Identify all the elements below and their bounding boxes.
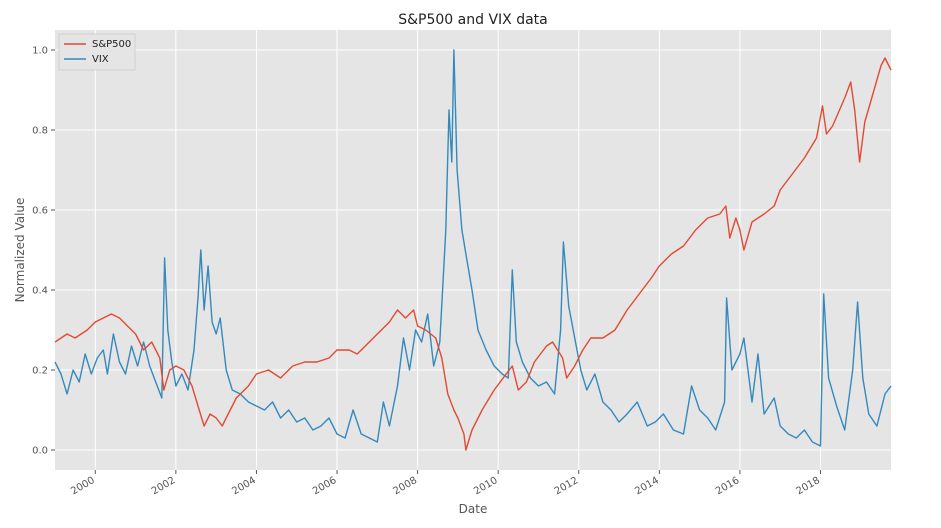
x-tick-label: 2000	[69, 475, 97, 497]
x-tick-label: 2004	[230, 475, 258, 497]
legend: S&P500 VIX	[58, 33, 136, 71]
grid-lines	[55, 30, 891, 470]
y-tick-label: 0.8	[32, 126, 48, 137]
x-tick-label: 2008	[392, 475, 420, 497]
y-axis-title: Normalized Value	[13, 198, 27, 303]
y-tick-label: 0.6	[32, 206, 48, 217]
y-axis: 0.0 0.2 0.4 0.6 0.8 1.0	[32, 46, 55, 457]
series-line-sp500	[54, 57, 892, 451]
x-axis-title: Date	[459, 502, 488, 516]
y-tick-label: 0.4	[32, 286, 48, 297]
y-tick-label: 0.0	[32, 446, 48, 457]
y-tick-label: 1.0	[32, 46, 48, 57]
legend-label-vix: VIX	[92, 54, 109, 65]
x-tick-label: 2014	[633, 475, 661, 497]
x-tick-label: 2002	[150, 475, 178, 497]
legend-label-sp500: S&P500	[92, 39, 131, 50]
chart-title: S&P500 and VIX data	[398, 12, 548, 28]
series-layer	[54, 49, 892, 451]
series-line-vix	[54, 49, 892, 447]
x-tick-label: 2018	[794, 475, 822, 497]
plot-area	[55, 30, 891, 470]
x-tick-label: 2016	[714, 475, 742, 497]
x-tick-label: 2010	[472, 475, 500, 497]
y-tick-label: 0.2	[32, 366, 48, 377]
x-axis: 2000 2002 2004 2006 2008 2010 2012 2014 2016 2018	[69, 470, 822, 497]
x-tick-label: 2012	[553, 475, 581, 497]
legend-box	[58, 33, 136, 71]
x-tick-label: 2006	[311, 475, 339, 497]
